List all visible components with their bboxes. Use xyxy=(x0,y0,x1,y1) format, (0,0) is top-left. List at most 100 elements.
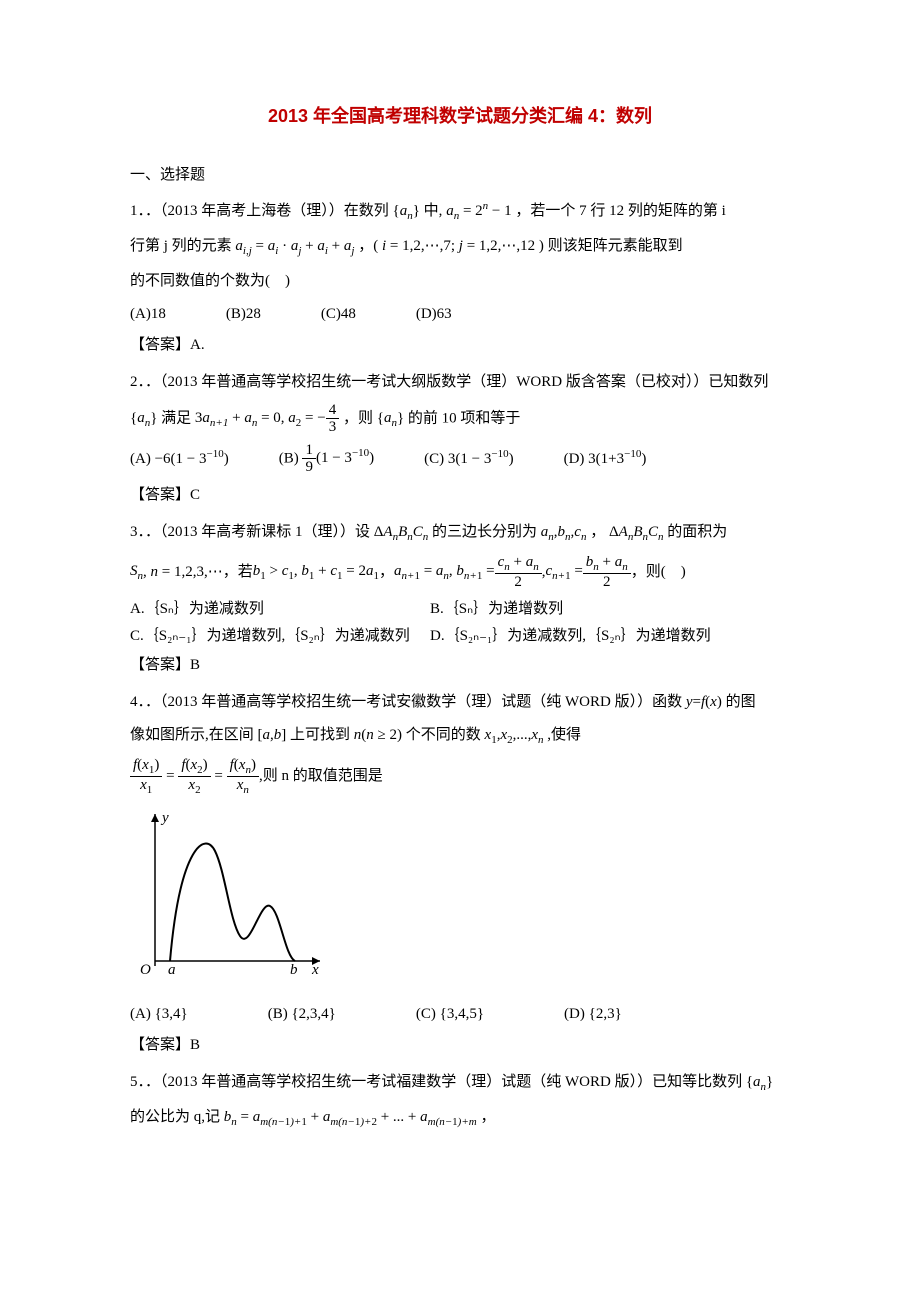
q1-optA: (A)18 xyxy=(130,301,166,328)
q3-l1a: 3．．（2013 年高考新课标 1（理））设 xyxy=(130,524,370,540)
q5-l2b: ， xyxy=(480,1109,495,1125)
q2-seq2: {an} xyxy=(377,410,404,426)
q1-optD: (D)63 xyxy=(416,301,452,328)
q4-l2c: 个不同的数 xyxy=(406,727,481,743)
q2-optA-pre: (A) xyxy=(130,451,155,467)
q2-frac43: 43 xyxy=(326,402,340,436)
q4-fracn: f(xn)xn xyxy=(227,757,259,796)
q4-optB: (B) {2,3,4} xyxy=(268,1001,336,1028)
q3-n: n = 1,2,3,⋯ xyxy=(151,559,223,586)
function-graph: O a b x y xyxy=(130,806,325,981)
q1-answer: 【答案】A. xyxy=(130,332,790,359)
q1-l2b: ，( xyxy=(358,238,378,254)
q4-answer: 【答案】B xyxy=(130,1032,790,1059)
q3-rec3: cn+1 = xyxy=(545,558,582,587)
q5-seq: {an} xyxy=(746,1074,773,1090)
q4-optA: (A) {3,4} xyxy=(130,1001,188,1028)
q1-l2c: ) 则该矩阵元素能取到 xyxy=(539,238,683,254)
q3-tri1: ΔAnBnCn xyxy=(374,524,429,540)
q2-answer: 【答案】C xyxy=(130,482,790,509)
q2-optB-pre: (B) xyxy=(279,450,303,466)
q3-rec2: an+1 = an, bn+1 = xyxy=(394,558,495,587)
q1-text: 1．．（2013 年高考上海卷（理））在数列 xyxy=(130,203,389,219)
q2-seq: {an} xyxy=(130,410,157,426)
q2-optD: (D) 3(1+3−10) xyxy=(564,445,647,473)
q3-answer: 【答案】B xyxy=(130,652,790,679)
question-1-line2: 行第 j 列的元素 ai,j = ai · aj + ai + aj ，( i … xyxy=(130,233,790,262)
q2-optC: (C) 3(1 − 3−10) xyxy=(424,445,513,473)
q4-frac2: f(x2)x2 xyxy=(178,757,210,796)
q3-frac1: cn + an2 xyxy=(495,554,542,591)
q2-optA: (A) −6(1 − 3−10) xyxy=(130,445,229,473)
q4-frac1: f(x1)x1 xyxy=(130,757,162,796)
question-5-line2: 的公比为 q,记 bn = am(n−1)+1 + am(n−1)+2 + ..… xyxy=(130,1104,790,1133)
q2-l2c: 的前 10 项和等于 xyxy=(408,410,521,426)
q3-l1c: ， xyxy=(590,524,605,540)
q1-mid2: ，若一个 7 行 12 列的矩阵的第 i xyxy=(515,203,725,219)
q4-nge2: n(n ≥ 2) xyxy=(354,727,402,743)
q3-l2b: ， xyxy=(379,559,394,586)
q1-formula1: an = 2n − 1 xyxy=(446,203,511,219)
q3-l1b: 的三边长分别为 xyxy=(432,524,537,540)
question-1-line3: 的不同数值的个数为( ) xyxy=(130,268,790,295)
q1-aij: ai,j = ai · aj + ai + aj xyxy=(235,238,354,254)
q3-Sn: Sn xyxy=(130,558,143,587)
graph-O-label: O xyxy=(140,962,151,978)
q4-l3: ,则 n 的取值范围是 xyxy=(259,763,383,790)
q3-optC: C.｛S₂ₙ₋₁｝为递增数列,｛S₂ₙ｝为递减数列 xyxy=(130,623,430,650)
q2-rec: 3an+1 + an = 0, a2 = − xyxy=(195,410,326,426)
question-1: 1．．（2013 年高考上海卷（理））在数列 {an} 中, an = 2n −… xyxy=(130,197,790,227)
q1-ij-range: i = 1,2,⋯,7; j = 1,2,⋯,12 xyxy=(382,238,535,254)
q2-options: (A) −6(1 − 3−10) (B) 19(1 − 3−10) (C) 3(… xyxy=(130,442,790,476)
q3-options-row2: C.｛S₂ₙ₋₁｝为递增数列,｛S₂ₙ｝为递减数列 D.｛S₂ₙ₋₁｝为递减数列… xyxy=(130,623,790,650)
q3-cond: b1 > c1, b1 + c1 = 2a1 xyxy=(253,558,379,587)
q3-options-row1: A.｛Sₙ｝为递减数列 B.｛Sₙ｝为递增数列 xyxy=(130,596,790,623)
q3-tri2: ΔAnBnCn xyxy=(609,524,664,540)
q1-l2a: 行第 j 列的元素 xyxy=(130,238,232,254)
q4-l2b: 上可找到 xyxy=(290,727,350,743)
q4-interval: [a,b] xyxy=(258,727,287,743)
q3-frac2: bn + an2 xyxy=(583,554,631,591)
question-3-line2: Sn, n = 1,2,3,⋯ ，若 b1 > c1, b1 + c1 = 2a… xyxy=(130,554,790,591)
question-4: 4．．（2013 年普通高等学校招生统一考试安徽数学（理）试题（纯 WORD 版… xyxy=(130,689,790,716)
q4-xs: x1,x2,...,xn xyxy=(485,727,544,743)
q4-optC: (C) {3,4,5} xyxy=(416,1001,484,1028)
q3-sides: an,bn,cn xyxy=(541,524,587,540)
q4-l2a: 像如图所示,在区间 xyxy=(130,727,254,743)
q2-optC-pre: (C) xyxy=(424,451,448,467)
page-title: 2013 年全国高考理科数学试题分类汇编 4：数列 xyxy=(130,100,790,132)
graph-b-label: b xyxy=(290,962,298,978)
question-2-line2: {an} 满足 3an+1 + an = 0, a2 = −43 ，则 {an}… xyxy=(130,402,790,436)
q4-l1a: 4．．（2013 年普通高等学校招生统一考试安徽数学（理）试题（纯 WORD 版… xyxy=(130,694,682,710)
graph-y-label: y xyxy=(160,810,169,826)
q4-fn: y=f(x) xyxy=(686,694,722,710)
q3-l2c: ，则( ) xyxy=(631,559,686,586)
question-5: 5．．（2013 年普通高等学校招生统一考试福建数学（理）试题（纯 WORD 版… xyxy=(130,1069,790,1098)
q4-l2d: ,使得 xyxy=(547,727,581,743)
section-heading: 一、选择题 xyxy=(130,162,790,189)
q1-optB: (B)28 xyxy=(226,301,261,328)
q4-options: (A) {3,4} (B) {2,3,4} (C) {3,4,5} (D) {2… xyxy=(130,1001,790,1028)
q1-options: (A)18 (B)28 (C)48 (D)63 xyxy=(130,301,790,328)
q3-optD: D.｛S₂ₙ₋₁｝为递减数列,｛S₂ₙ｝为递增数列 xyxy=(430,623,711,650)
question-3: 3．．（2013 年高考新课标 1（理））设 ΔAnBnCn 的三边长分别为 a… xyxy=(130,519,790,548)
q3-optA: A.｛Sₙ｝为递减数列 xyxy=(130,596,430,623)
q5-l1a: 5．．（2013 年普通高等学校招生统一考试福建数学（理）试题（纯 WORD 版… xyxy=(130,1074,742,1090)
q2-l2b: ，则 xyxy=(343,410,373,426)
graph-a-label: a xyxy=(168,962,176,978)
question-4-line3: f(x1)x1 = f(x2)x2 = f(xn)xn ,则 n 的取值范围是 xyxy=(130,757,790,796)
question-2: 2．．（2013 年普通高等学校招生统一考试大纲版数学（理）WORD 版含答案（… xyxy=(130,369,790,396)
q1-mid1: 中, xyxy=(424,203,443,219)
q3-optB: B.｛Sₙ｝为递增数列 xyxy=(430,596,563,623)
q2-optB: (B) 19(1 − 3−10) xyxy=(279,442,374,476)
q3-l1d: 的面积为 xyxy=(667,524,727,540)
graph-x-label: x xyxy=(311,962,319,978)
q2-optD-pre: (D) xyxy=(564,451,589,467)
q4-optD: (D) {2,3} xyxy=(564,1001,622,1028)
q4-graph: O a b x y xyxy=(130,806,790,991)
q3-l2a: ，若 xyxy=(223,559,253,586)
q5-bn: bn = am(n−1)+1 + am(n−1)+2 + ... + am(n−… xyxy=(224,1109,477,1125)
q2-l2a: 满足 xyxy=(161,410,191,426)
q1-seq: {an} xyxy=(393,203,420,219)
q1-optC: (C)48 xyxy=(321,301,356,328)
